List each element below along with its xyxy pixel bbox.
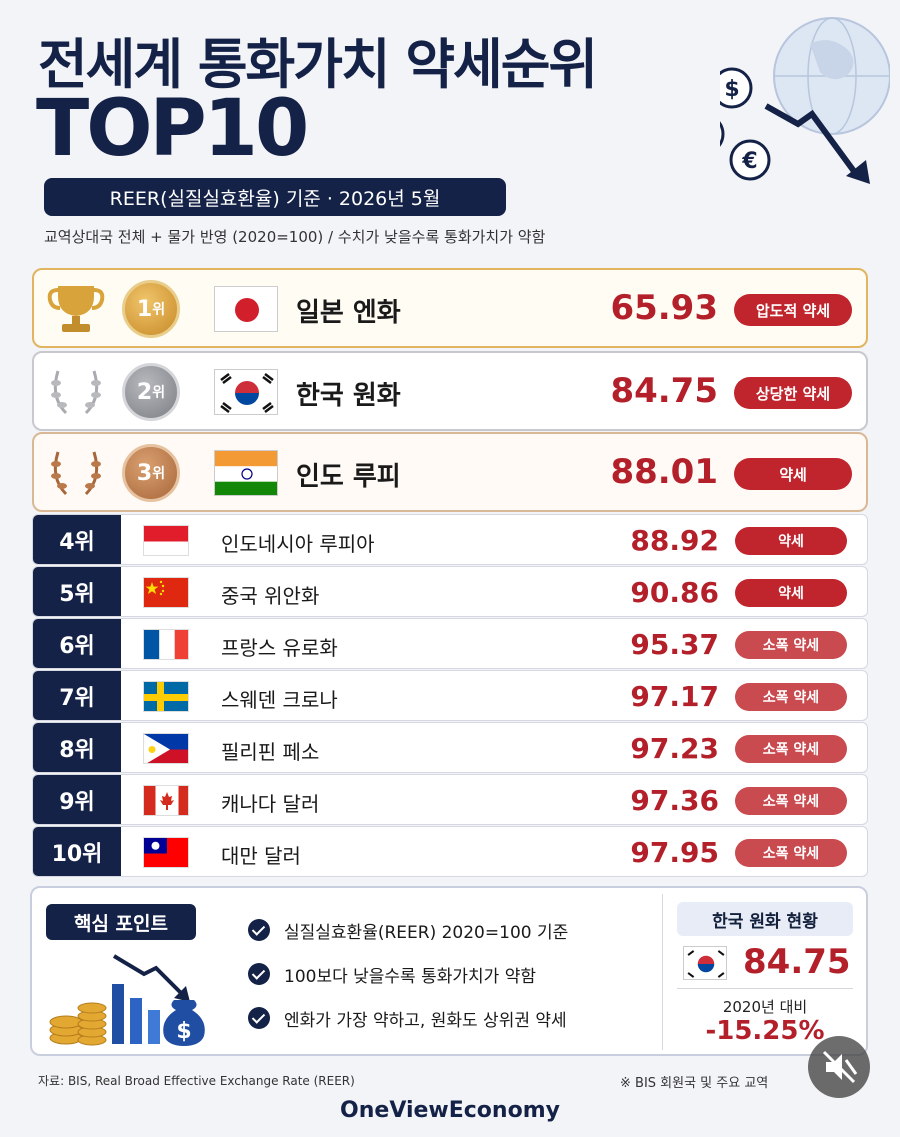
globe-currency-icon: $ ¥ € — [720, 17, 890, 184]
ranking-list: 4위 인도네시아 루피아 88.92 약세 5위 중국 위안화 90.86 약세… — [32, 514, 868, 877]
currency-name: 인도네시아 루피아 — [221, 532, 375, 556]
page-title-line1: 전세계 통화가치 약세순위 — [38, 33, 598, 96]
currency-name: 캐나다 달러 — [221, 792, 320, 816]
rank-row-8: 8위 필리핀 페소 97.23 소폭 약세 — [32, 722, 868, 773]
change-percent: -15.25% — [705, 1016, 825, 1046]
currency-name: 일본 엔화 — [296, 298, 401, 328]
speaker-muted-icon — [822, 1050, 858, 1084]
japan-flag-icon — [214, 286, 278, 332]
falling-coins-icon: $ — [49, 954, 205, 1046]
india-flag-icon — [214, 450, 278, 496]
rank-label: 8위 — [33, 723, 121, 772]
trophy-icon — [47, 286, 105, 332]
brand-logo: OneViewEconomy — [340, 1098, 560, 1123]
reer-value: 88.92 — [630, 524, 719, 557]
currency-name: 대만 달러 — [221, 844, 301, 868]
rank-row-7: 7위 스웨덴 크로나 97.17 소폭 약세 — [32, 670, 868, 721]
korea-status-box: 한국 원화 현황 84.75 2020년 대비 -15.25% — [662, 894, 858, 1050]
status-badge: 소폭 약세 — [735, 631, 847, 659]
euro-icon: € — [741, 149, 757, 174]
page-title-line2: TOP10 — [36, 84, 309, 174]
currency-name: 인도 루피 — [296, 462, 401, 492]
rank-label: 9위 — [33, 775, 121, 824]
rank-row-10: 10위 대만 달러 97.95 소폭 약세 — [32, 826, 868, 877]
reer-value: 97.95 — [630, 836, 719, 869]
status-badge: 소폭 약세 — [735, 839, 847, 867]
reer-value: 97.36 — [630, 784, 719, 817]
mute-button[interactable] — [808, 1036, 870, 1098]
member-note: ※ BIS 회원국 및 주요 교역 — [620, 1076, 769, 1091]
rank-label: 5위 — [33, 567, 121, 616]
check-icon — [248, 919, 270, 941]
reer-value: 84.75 — [610, 371, 718, 411]
basis-pill: REER(실질실효환율) 기준 · 2026년 5월 — [44, 178, 506, 216]
china-flag-icon — [143, 577, 189, 608]
rank-label: 7위 — [33, 671, 121, 720]
bronze-laurel-icon — [51, 451, 101, 496]
key-points-list: 실질실효환율(REER) 2020=100 기준 100보다 낮을수록 통화가치… — [248, 908, 568, 1040]
reer-value: 65.93 — [610, 288, 718, 328]
compare-label: 2020년 대비 — [722, 998, 808, 1016]
currency-name: 중국 위안화 — [221, 584, 320, 608]
rank-label: 6위 — [33, 619, 121, 668]
list-item: 실질실효환율(REER) 2020=100 기준 — [248, 908, 568, 952]
status-badge: 약세 — [734, 458, 852, 490]
status-badge: 소폭 약세 — [735, 735, 847, 763]
reer-value: 88.01 — [610, 452, 718, 492]
status-badge: 상당한 약세 — [734, 377, 852, 409]
check-icon — [248, 963, 270, 985]
philippines-flag-icon — [143, 733, 189, 764]
reer-value: 90.86 — [630, 576, 719, 609]
rank-row-5: 5위 중국 위안화 90.86 약세 — [32, 566, 868, 617]
dollar-icon: $ — [724, 77, 739, 102]
status-badge: 약세 — [735, 579, 847, 607]
currency-name: 프랑스 유로화 — [221, 636, 338, 660]
subnote: 교역상대국 전체 + 물가 반영 (2020=100) / 수치가 낮을수록 통… — [44, 228, 546, 246]
money-bag-icon: $ — [176, 1019, 191, 1044]
list-item: 100보다 낮을수록 통화가치가 약함 — [248, 952, 568, 996]
reer-value: 97.23 — [630, 732, 719, 765]
key-points-tag: 핵심 포인트 — [46, 904, 196, 940]
rank-row-6: 6위 프랑스 유로화 95.37 소폭 약세 — [32, 618, 868, 669]
canada-flag-icon — [143, 785, 189, 816]
sweden-flag-icon — [143, 681, 189, 712]
reer-value: 97.17 — [630, 680, 719, 713]
list-item: 엔화가 가장 약하고, 원화도 상위권 약세 — [248, 996, 568, 1040]
rank-label: 10위 — [33, 827, 121, 876]
status-badge: 약세 — [735, 527, 847, 555]
silver-laurel-icon — [51, 370, 101, 415]
currency-name: 필리핀 페소 — [221, 740, 320, 764]
taiwan-flag-icon — [143, 837, 189, 868]
korea-flag-icon — [683, 946, 727, 980]
korea-reer-value: 84.75 — [743, 942, 851, 982]
rank-row-4: 4위 인도네시아 루피아 88.92 약세 — [32, 514, 868, 565]
rank-label: 4위 — [33, 515, 121, 564]
divider — [677, 988, 853, 989]
check-icon — [248, 1007, 270, 1029]
indonesia-flag-icon — [143, 525, 189, 556]
status-badge: 소폭 약세 — [735, 683, 847, 711]
currency-name: 스웨덴 크로나 — [221, 688, 338, 712]
status-badge: 소폭 약세 — [735, 787, 847, 815]
source-note: 자료: BIS, Real Broad Effective Exchange R… — [38, 1074, 355, 1088]
currency-name: 한국 원화 — [296, 381, 401, 411]
france-flag-icon — [143, 629, 189, 660]
korea-flag-icon — [214, 369, 278, 415]
reer-value: 95.37 — [630, 628, 719, 661]
key-points-panel: 핵심 포인트 $ 실질실효환율(REER) 2020=100 기준 100보다 … — [30, 886, 868, 1056]
korea-status-title: 한국 원화 현황 — [677, 902, 853, 936]
status-badge: 압도적 약세 — [734, 294, 852, 326]
rank-row-9: 9위 캐나다 달러 97.36 소폭 약세 — [32, 774, 868, 825]
